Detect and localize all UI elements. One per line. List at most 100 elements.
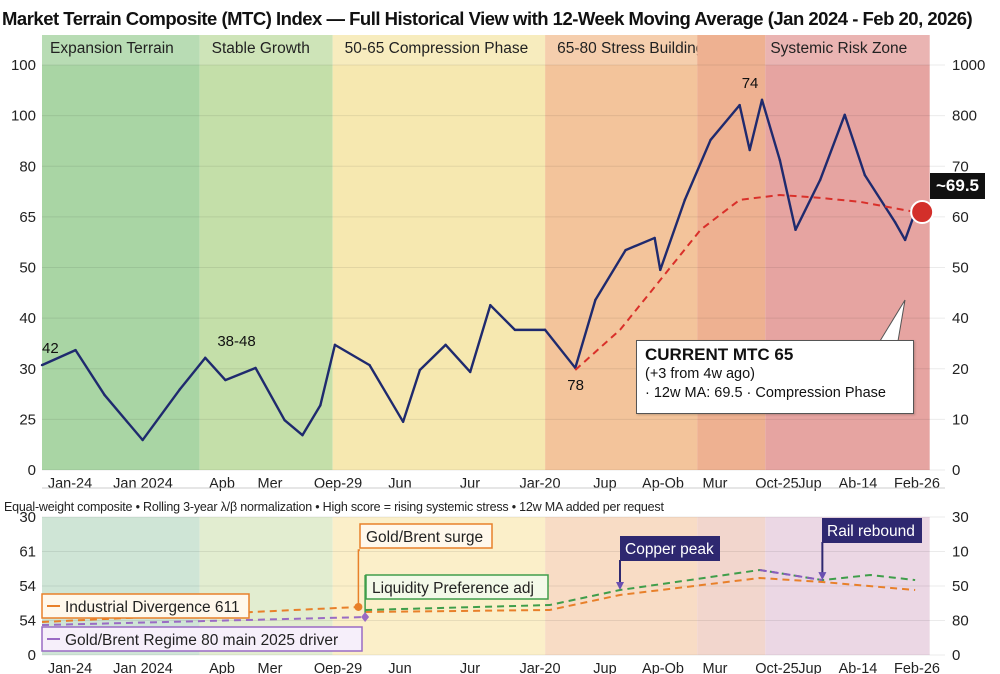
data-point — [204, 356, 207, 360]
y-right-tick-label: 10 — [952, 411, 969, 428]
annotation-arrow — [616, 582, 625, 591]
x-tick-label: Jur — [460, 661, 480, 674]
y-left-tick-label: 65 — [19, 209, 36, 226]
data-point — [543, 328, 547, 332]
series-line-purple-b — [759, 569, 823, 582]
x-tick-label: Apb — [209, 661, 235, 674]
y-left-tick-label: 100 — [11, 57, 36, 74]
zone-label: Stable Growth — [212, 40, 310, 57]
zone-label: Systemic Risk Zone — [770, 40, 907, 57]
data-point — [333, 343, 337, 347]
legend-gold-brent-box — [41, 626, 363, 652]
data-point — [893, 220, 897, 224]
point-label: 42 — [42, 340, 59, 357]
y-left-tick-label: 100 — [11, 108, 36, 125]
data-point — [778, 158, 782, 162]
y-right-tick-label: 50 — [952, 260, 969, 277]
data-point — [903, 238, 907, 242]
data-point — [489, 303, 492, 307]
zone-label-strip — [199, 35, 333, 65]
data-point — [444, 343, 447, 347]
x-tick-label: Jar-20 — [519, 476, 560, 492]
x-tick-label: Apb — [209, 476, 235, 492]
y-left-tick-label: 54 — [19, 578, 36, 595]
data-point — [624, 248, 627, 252]
y-right-tick-label: 50 — [952, 578, 969, 595]
x-tick-label: Jar-20 — [519, 661, 560, 674]
y-right-tick-label: 30 — [952, 509, 969, 526]
y-left-tick-label: 30 — [19, 509, 36, 526]
y-left-tick-label: 0 — [28, 462, 36, 479]
annotation-liquidity-preference: Liquidity Preference adj — [372, 580, 534, 597]
data-point — [301, 433, 304, 437]
x-tick-label: Jun — [388, 661, 411, 674]
annotation-box — [822, 518, 922, 543]
x-tick-label: Jun — [388, 476, 411, 492]
x-tick-label: Ab-14 — [839, 661, 878, 674]
x-tick-label: Mur — [703, 476, 728, 492]
callout-title: CURRENT MTC 65 — [645, 345, 794, 364]
x-tick-label: Oct-25 — [755, 476, 799, 492]
data-point — [40, 363, 44, 367]
data-point — [103, 393, 106, 397]
annotation-gold-brent-surge-box — [359, 523, 493, 549]
y-left-tick-label: 40 — [19, 310, 36, 327]
data-point — [659, 268, 662, 272]
data-point — [224, 378, 227, 382]
y-right-tick-label: 60 — [952, 209, 969, 226]
callout-line-1: (+3 from 4w ago) — [645, 366, 756, 382]
data-point — [594, 298, 597, 302]
data-point — [843, 113, 846, 117]
x-tick-label: Jup — [593, 661, 616, 674]
data-point — [709, 138, 712, 142]
y-right-tick-label: 800 — [952, 108, 977, 125]
zone-label: 50-65 Compression Phase — [345, 40, 529, 57]
x-tick-label: Jup — [798, 661, 821, 674]
data-point — [794, 228, 797, 232]
y-right-tick-label: 0 — [952, 462, 960, 479]
y-left-tick-label: 61 — [19, 544, 36, 561]
zone-band — [199, 35, 333, 470]
zone-label-strip — [42, 35, 200, 65]
x-tick-label: Jup — [593, 476, 616, 492]
x-tick-label: Jur — [460, 476, 480, 492]
x-tick-label: Jan-24 — [48, 661, 92, 674]
annotation-box — [620, 536, 720, 561]
x-tick-label: Feb-26 — [894, 476, 940, 492]
x-tick-label: Jan 2024 — [113, 661, 173, 674]
data-point — [513, 328, 517, 332]
x-tick-label: Ab-14 — [839, 476, 878, 492]
x-tick-label: Jan-24 — [48, 476, 92, 492]
y-left-tick-label: 25 — [19, 411, 36, 428]
x-tick-label: Oep-29 — [314, 661, 362, 674]
y-right-tick-label: 70 — [952, 158, 969, 175]
zone-label-strip — [545, 35, 698, 65]
x-tick-label: Feb-26 — [894, 661, 940, 674]
x-tick-label: Oct-25 — [755, 661, 799, 674]
y-right-tick-label: 20 — [952, 361, 969, 378]
current-value-tag: ~69.5 — [930, 173, 986, 199]
y-left-tick-label: 50 — [19, 260, 36, 277]
y-left-tick-label: 0 — [28, 647, 36, 664]
point-label: 78 — [567, 377, 584, 394]
data-point — [178, 388, 181, 392]
x-tick-label: Jup — [798, 476, 821, 492]
data-point — [818, 178, 822, 182]
annotation-copper-peak: Copper peak — [625, 541, 714, 558]
y-left-tick-label: 54 — [19, 613, 36, 630]
legend-industrial-divergence: Industrial Divergence 611 — [65, 599, 240, 616]
data-point — [254, 366, 257, 370]
x-tick-label: Ap-Ob — [642, 661, 684, 674]
data-point — [141, 438, 144, 442]
y-right-tick-label: 40 — [952, 310, 969, 327]
x-tick-label: Mer — [258, 476, 283, 492]
data-point — [653, 236, 656, 240]
annotation-marker — [354, 602, 363, 611]
point-label: 38-48 — [217, 333, 255, 350]
data-point — [283, 418, 286, 422]
zone-label: Expansion Terrain — [50, 40, 174, 57]
zone-label-strip — [332, 35, 546, 65]
annotation-gold-brent-surge: Gold/Brent surge — [366, 529, 483, 546]
zone-band — [42, 35, 200, 470]
